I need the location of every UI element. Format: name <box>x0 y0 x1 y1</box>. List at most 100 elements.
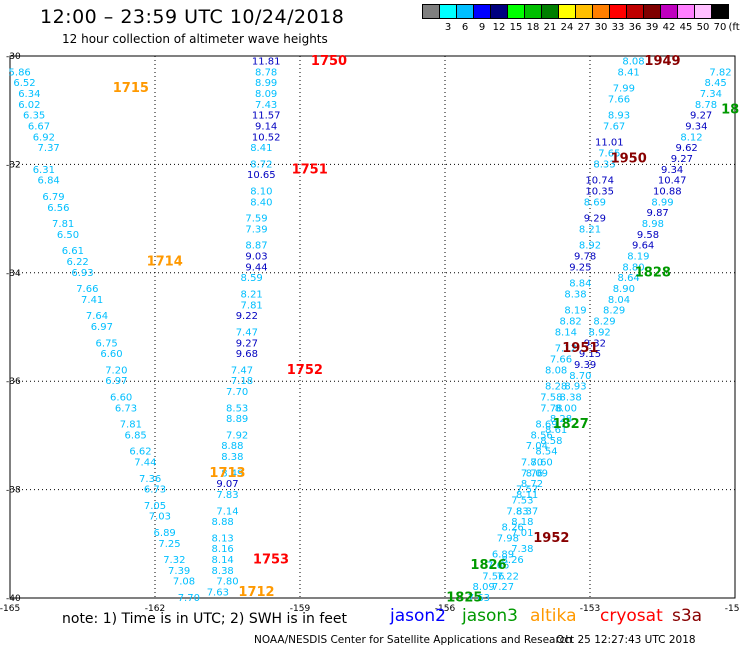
wave-height-value: 8.53 <box>226 403 248 414</box>
wave-height-value: 8.09 <box>255 89 277 100</box>
wave-height-value: 7.59 <box>245 214 267 225</box>
wave-height-value: 9.22 <box>236 311 258 322</box>
chart-subtitle: 12 hour collection of altimeter wave hei… <box>62 32 328 46</box>
pass-time-label: 1713 <box>209 466 245 481</box>
wave-height-value: 8.14 <box>555 327 577 338</box>
wave-height-value: 7.56 <box>482 571 504 582</box>
wave-height-value: 9.32 <box>584 338 606 349</box>
wave-height-value: 7.12 <box>555 344 577 355</box>
wave-height-value: 8.90 <box>613 284 635 295</box>
colorbar-label: 42 <box>662 22 676 33</box>
wave-height-value: 7.25 <box>158 539 180 550</box>
wave-height-value: 6.67 <box>28 121 50 132</box>
wave-height-value: 6.61 <box>62 246 84 257</box>
wave-height-value: 8.78 <box>255 67 277 78</box>
wave-height-value: 8.21 <box>579 224 601 235</box>
wave-height-value: 9.68 <box>236 349 258 360</box>
wave-height-value: 10.52 <box>252 132 281 143</box>
colorbar-label: 36 <box>628 22 642 33</box>
wave-height-value: 8.09 <box>473 582 495 593</box>
satellite-cryosat: cryosat <box>600 606 663 626</box>
wave-height-value: 8.45 <box>705 78 727 89</box>
wave-height-value: 10.35 <box>585 187 614 198</box>
wave-height-value: 8.87 <box>245 241 267 252</box>
wave-height-value: 7.83 <box>506 506 528 517</box>
wave-height-value: 7.99 <box>613 84 635 95</box>
wave-height-value: 7.81 <box>241 300 263 311</box>
satellite-altika: altika <box>530 606 577 626</box>
wave-height-value: 7.34 <box>700 89 722 100</box>
wave-height-value: 7.37 <box>38 143 60 154</box>
wave-height-value: 8.93 <box>608 111 630 122</box>
wave-height-value: 8.12 <box>680 132 702 143</box>
wave-height-value: 9.03 <box>245 252 267 263</box>
wave-height-value: 8.26 <box>502 523 524 534</box>
wave-height-value: 8.84 <box>569 279 591 290</box>
wave-height-value: 8.92 <box>579 241 601 252</box>
x-tick-label: -162 <box>145 604 165 614</box>
wave-height-value: 7.81 <box>120 420 142 431</box>
wave-height-value: 8.40 <box>250 197 272 208</box>
wave-height-value: 11.81 <box>252 56 281 67</box>
wave-height-value: 8.58 <box>540 436 562 447</box>
wave-height-value: 7.04 <box>526 441 548 452</box>
wave-height-value: 7.66 <box>550 355 572 366</box>
wave-height-value: 7.76 <box>521 468 543 479</box>
wave-height-value: 6.73 <box>115 403 137 414</box>
wave-height-value: 8.99 <box>255 78 277 89</box>
wave-height-value: 6.93 <box>71 268 93 279</box>
wave-height-value: 7.03 <box>149 512 171 523</box>
wave-height-value: 8.70 <box>569 371 591 382</box>
wave-height-value: 9.29 <box>584 214 606 225</box>
pass-time-label: 1826 <box>470 558 506 573</box>
wave-height-value: 9.44 <box>245 262 267 273</box>
wave-height-value: 8.28 <box>545 382 567 393</box>
wave-height-value: 8.41 <box>618 67 640 78</box>
wave-height-value: 10.47 <box>658 176 687 187</box>
wave-height-value: 8.92 <box>589 327 611 338</box>
wave-height-value: 6.84 <box>38 176 60 187</box>
wave-height-value: 8.54 <box>535 447 557 458</box>
colorbar-label: 45 <box>679 22 693 33</box>
wave-height-value: 9.34 <box>661 165 683 176</box>
wave-height-value: 5.86 <box>9 67 31 78</box>
wave-height-value: 8.09 <box>526 468 548 479</box>
colorbar-label: 33 <box>611 22 625 33</box>
wave-height-value: 6.85 <box>125 430 147 441</box>
wave-height-value: 8.08 <box>545 365 567 376</box>
wave-height-value: 7.81 <box>52 219 74 230</box>
wave-height-value: 9.27 <box>671 154 693 165</box>
x-tick-label: -156 <box>435 604 456 614</box>
footer-timestamp: Oct 25 12:27:43 UTC 2018 <box>556 634 696 646</box>
wave-height-value: 10.88 <box>653 187 682 198</box>
wave-height-value: 6.89 <box>492 550 514 561</box>
wave-height-value: 8.38 <box>212 566 234 577</box>
wave-height-value: 8.19 <box>564 306 586 317</box>
wave-height-value: 7.39 <box>245 224 267 235</box>
pass-time-label: 1751 <box>292 162 328 177</box>
pass-time-label: 1825 <box>446 591 482 606</box>
wave-height-value: 7.01 <box>511 528 533 539</box>
pass-time-label: 1753 <box>253 553 289 568</box>
wave-height-value: 7.80 <box>216 577 238 588</box>
wave-height-value: 7.66 <box>487 560 509 571</box>
wave-height-value: 8.08 <box>622 56 644 67</box>
wave-height-value: 6.22 <box>67 257 89 268</box>
footer-credit: NOAA/NESDIS Center for Satellite Applica… <box>254 634 572 646</box>
colorbar-swatch <box>711 4 729 19</box>
pass-time-label: 1750 <box>311 54 347 69</box>
wave-height-value: 8.89 <box>226 414 248 425</box>
wave-height-value: 8.56 <box>531 430 553 441</box>
x-tick-label: -150 <box>725 604 740 614</box>
wave-height-value: 8.59 <box>241 273 263 284</box>
wave-height-value: 9.14 <box>255 121 277 132</box>
wave-height-value: 8.88 <box>221 441 243 452</box>
wave-height-value: 6.35 <box>23 111 45 122</box>
wave-height-value: 7.14 <box>216 506 238 517</box>
wave-height-value: 8.26 <box>502 555 524 566</box>
wave-height-value: 9.25 <box>569 262 591 273</box>
wave-height-value: 7.47 <box>236 327 258 338</box>
satellite-s3a: s3a <box>672 606 703 626</box>
x-tick-label: -153 <box>580 604 600 614</box>
wave-height-value: 7.38 <box>511 544 533 555</box>
